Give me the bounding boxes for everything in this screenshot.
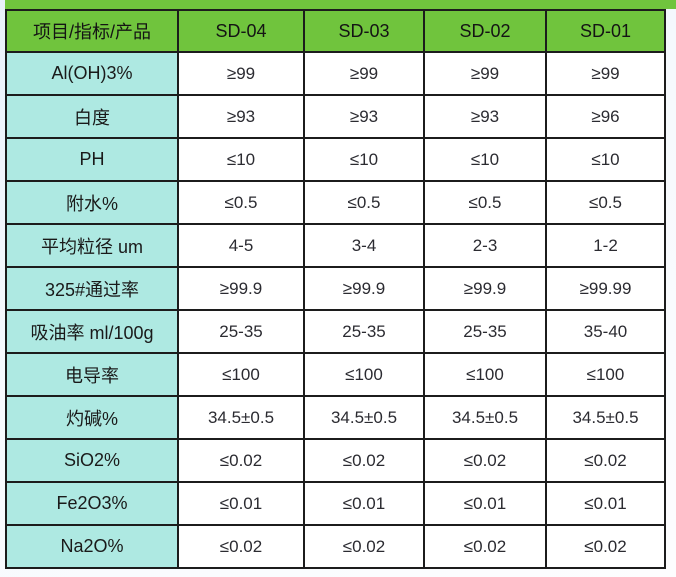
spec-cell: 35-40 <box>545 309 666 354</box>
spec-cell: ≥99.9 <box>177 266 305 311</box>
spec-cell: ≥99 <box>177 51 305 96</box>
spec-cell: ≥93 <box>423 94 547 139</box>
spec-cell: ≤0.02 <box>423 524 547 569</box>
header-cell-sd02: SD-02 <box>423 9 547 53</box>
header-cell-sd01: SD-01 <box>545 9 666 53</box>
spec-cell: ≤0.02 <box>177 524 305 569</box>
table-row-325-pass-rate: 325#通过率 ≥99.9 ≥99.9 ≥99.9 ≥99.99 <box>5 266 666 311</box>
header-cell-sd04: SD-04 <box>177 9 305 53</box>
spec-cell: 25-35 <box>423 309 547 354</box>
table-row-moisture: 附水% ≤0.5 ≤0.5 ≤0.5 ≤0.5 <box>5 180 666 225</box>
spec-cell: ≤0.01 <box>177 481 305 526</box>
table-row-fe2o3: Fe2O3% ≤0.01 ≤0.01 ≤0.01 ≤0.01 <box>5 481 666 526</box>
row-label: Fe2O3% <box>5 481 179 526</box>
spec-cell: 3-4 <box>303 223 425 268</box>
table-row-particle-size: 平均粒径 um 4-5 3-4 2-3 1-2 <box>5 223 666 268</box>
spec-cell: ≥99.99 <box>545 266 666 311</box>
table-row-whiteness: 白度 ≥93 ≥93 ≥93 ≥96 <box>5 94 666 139</box>
spec-cell: ≤0.02 <box>545 438 666 483</box>
spec-cell: ≤0.5 <box>545 180 666 225</box>
row-label: 吸油率 ml/100g <box>5 309 179 354</box>
spec-cell: ≥93 <box>177 94 305 139</box>
table-row-conductivity: 电导率 ≤100 ≤100 ≤100 ≤100 <box>5 352 666 397</box>
spec-cell: ≤0.02 <box>545 524 666 569</box>
table-top-green-strip <box>5 0 676 9</box>
table-row-sio2: SiO2% ≤0.02 ≤0.02 ≤0.02 ≤0.02 <box>5 438 666 483</box>
table-row-oil-absorption: 吸油率 ml/100g 25-35 25-35 25-35 35-40 <box>5 309 666 354</box>
row-label: 灼碱% <box>5 395 179 440</box>
spec-cell: ≤0.02 <box>303 524 425 569</box>
spec-cell: ≤10 <box>545 137 666 182</box>
spec-cell: ≤100 <box>177 352 305 397</box>
row-label: 平均粒径 um <box>5 223 179 268</box>
spec-cell: ≤10 <box>423 137 547 182</box>
spec-cell: ≥99 <box>303 51 425 96</box>
spec-cell: ≥99.9 <box>423 266 547 311</box>
row-label: Al(OH)3% <box>5 51 179 96</box>
spec-cell: ≤10 <box>177 137 305 182</box>
header-cell-items: 项目/指标/产品 <box>5 9 179 53</box>
row-label: 电导率 <box>5 352 179 397</box>
spec-cell: ≤0.01 <box>423 481 547 526</box>
spec-cell: ≤0.5 <box>303 180 425 225</box>
row-label: SiO2% <box>5 438 179 483</box>
spec-cell: ≤0.02 <box>423 438 547 483</box>
row-label: 附水% <box>5 180 179 225</box>
spec-cell: ≤100 <box>423 352 547 397</box>
header-row: 项目/指标/产品 SD-04 SD-03 SD-02 SD-01 <box>5 9 666 53</box>
spec-cell: ≤0.02 <box>177 438 305 483</box>
spec-cell: ≤100 <box>303 352 425 397</box>
product-spec-table: 项目/指标/产品 SD-04 SD-03 SD-02 SD-01 Al(OH)3… <box>5 9 666 569</box>
spec-cell: ≥99 <box>423 51 547 96</box>
row-label: PH <box>5 137 179 182</box>
spec-cell: ≥93 <box>303 94 425 139</box>
table-row-ph: PH ≤10 ≤10 ≤10 ≤10 <box>5 137 666 182</box>
table-row-na2o: Na2O% ≤0.02 ≤0.02 ≤0.02 ≤0.02 <box>5 524 666 569</box>
row-label: 325#通过率 <box>5 266 179 311</box>
header-cell-sd03: SD-03 <box>303 9 425 53</box>
spec-cell: 25-35 <box>303 309 425 354</box>
spec-cell: 34.5±0.5 <box>545 395 666 440</box>
spec-cell: 4-5 <box>177 223 305 268</box>
spec-cell: 34.5±0.5 <box>177 395 305 440</box>
spec-cell: ≥99 <box>545 51 666 96</box>
table-row-ignition-alkali: 灼碱% 34.5±0.5 34.5±0.5 34.5±0.5 34.5±0.5 <box>5 395 666 440</box>
spec-cell: ≤0.5 <box>423 180 547 225</box>
spec-cell: 1-2 <box>545 223 666 268</box>
spec-cell: ≥96 <box>545 94 666 139</box>
spec-cell: ≥99.9 <box>303 266 425 311</box>
spec-cell: ≤10 <box>303 137 425 182</box>
table-row-aloh3: Al(OH)3% ≥99 ≥99 ≥99 ≥99 <box>5 51 666 96</box>
spec-cell: ≤100 <box>545 352 666 397</box>
row-label: Na2O% <box>5 524 179 569</box>
row-label: 白度 <box>5 94 179 139</box>
spec-cell: ≤0.01 <box>545 481 666 526</box>
spec-cell: 25-35 <box>177 309 305 354</box>
spec-cell: 34.5±0.5 <box>303 395 425 440</box>
spec-cell: 2-3 <box>423 223 547 268</box>
spec-cell: ≤0.01 <box>303 481 425 526</box>
spec-cell: ≤0.5 <box>177 180 305 225</box>
spec-cell: ≤0.02 <box>303 438 425 483</box>
spec-cell: 34.5±0.5 <box>423 395 547 440</box>
